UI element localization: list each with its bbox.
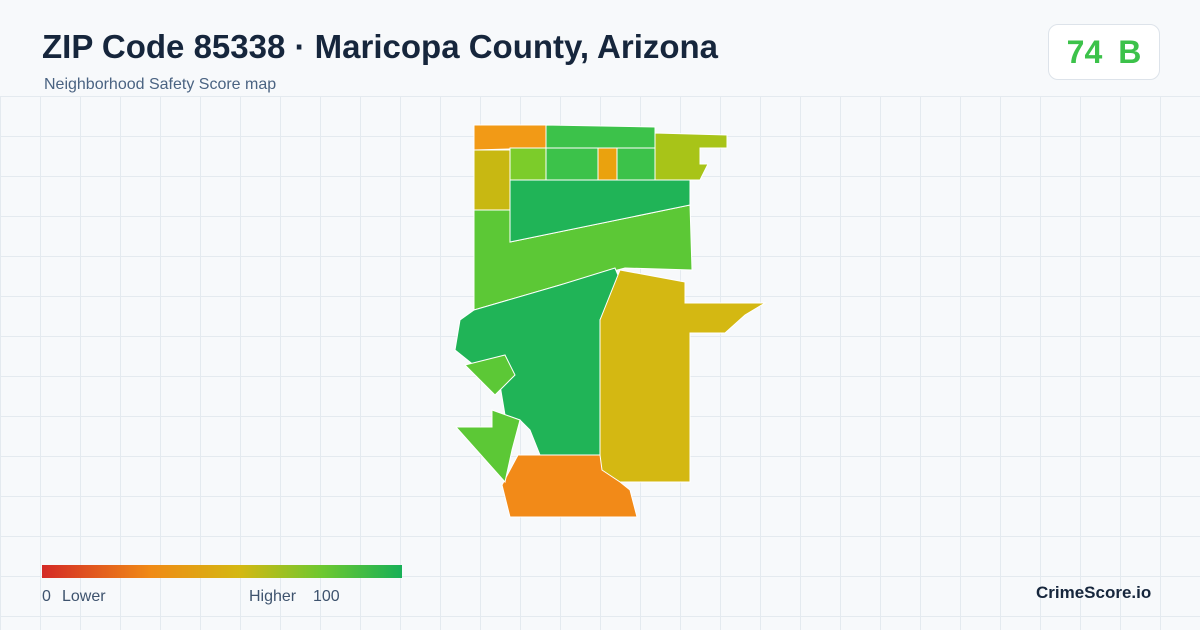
region xyxy=(464,354,516,396)
region xyxy=(599,269,767,483)
legend-min-label: Lower xyxy=(62,588,106,605)
region xyxy=(616,147,656,181)
region xyxy=(473,124,547,151)
legend-max-label: Higher xyxy=(249,588,297,605)
title: ZIP Code 85338 · Maricopa County, Arizon… xyxy=(42,28,719,65)
score-grade: B xyxy=(1118,33,1142,70)
legend-max: 100 xyxy=(313,588,340,605)
region xyxy=(509,147,547,181)
score-badge: 74 B xyxy=(1048,24,1160,80)
region xyxy=(454,409,521,484)
region xyxy=(545,124,656,149)
region xyxy=(473,149,511,211)
region xyxy=(501,454,638,518)
legend-min: 0 xyxy=(42,588,51,605)
brand: CrimeScore.io xyxy=(1036,583,1152,602)
region xyxy=(454,267,621,456)
region xyxy=(654,132,728,181)
region xyxy=(597,147,618,181)
score-value: 74 xyxy=(1066,33,1103,70)
region xyxy=(545,147,599,181)
subtitle: Neighborhood Safety Score map xyxy=(44,76,277,93)
legend-gradient xyxy=(42,565,402,578)
